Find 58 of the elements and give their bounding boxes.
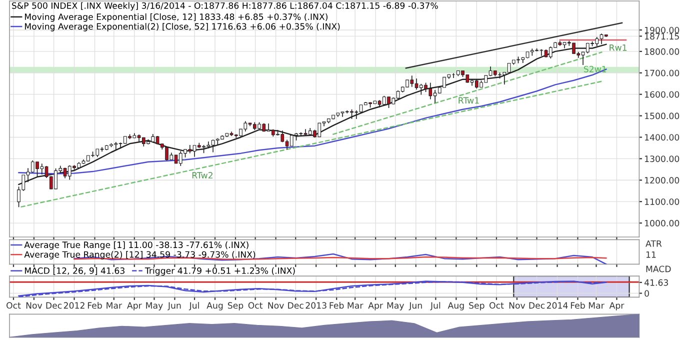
x-tick-label: Nov: [268, 302, 284, 309]
y-tick-label: 1871.15: [645, 33, 679, 40]
legend-label: Average True Range [1] 11.00 -38.13 -77.61% (.INX): [24, 241, 248, 250]
x-tick-label: 2012: [64, 302, 84, 309]
x-tick-label: Dec: [529, 302, 545, 309]
x-tick-label: Dec: [46, 302, 62, 309]
y-tick-label: 1400.00: [645, 134, 680, 141]
legend-label: Moving Average Exponential(2) [Close, 52] 1716.63 +6.06 +0.35% (.INX): [25, 22, 340, 32]
annotation: Rw1: [610, 44, 627, 51]
x-tick-label: Nov: [26, 302, 42, 309]
x-tick-label: Oct: [248, 302, 263, 309]
x-tick-label: Apr: [127, 302, 142, 310]
x-tick-label: Dec: [288, 302, 304, 309]
y-tick-label: 1500.00: [645, 112, 680, 120]
y-tick-label: 1600.00: [645, 91, 680, 98]
y-tick-label: 1900.00: [645, 26, 680, 34]
text: ATR: [646, 240, 662, 247]
x-tick-label: May: [146, 302, 163, 310]
x-tick-label: Oct: [6, 302, 21, 309]
chart-title: S&P 500 INDEX [.INX Weekly] 3/16/2014 - O:1877.86 H:1877.86 L:1867.04 C:1871.15 -6.89 -0.37%: [12, 2, 438, 11]
x-tick-label: May: [387, 302, 404, 310]
x-tick-label: 2014: [546, 302, 568, 309]
text: 11: [646, 251, 656, 258]
x-tick-label: Nov: [509, 302, 526, 309]
x-tick-label: Jun: [168, 302, 181, 310]
x-tick-label: Mar: [106, 302, 122, 309]
legend-label: Average True Range(2) [12] 34.59 -3.73 -9.73% (.INX): [24, 251, 256, 260]
x-tick-label: Aug: [206, 302, 223, 310]
x-tick-label: Mar: [348, 302, 364, 309]
y-tick-label: 1800.00: [645, 48, 680, 55]
y-tick-label: 41.63: [644, 279, 668, 286]
x-tick-label: Sep: [469, 302, 484, 310]
y-tick-label: 1000.00: [645, 220, 680, 226]
x-tick-label: Jun: [408, 302, 422, 310]
y-tick-label: 1100.00: [645, 198, 680, 205]
y-tick-label: 1200.00: [645, 177, 680, 184]
x-tick-label: Aug: [448, 302, 464, 310]
x-tick-label: Feb: [570, 302, 585, 309]
x-tick-label: Jul: [188, 302, 199, 310]
y-tick-label: 0: [644, 290, 649, 297]
x-tick-label: Feb: [330, 302, 344, 309]
y-tick-label: 1300.00: [645, 156, 680, 162]
series-label: MACD [12, 26, 9] 41.63: [25, 267, 124, 275]
x-tick-label: Oct: [490, 302, 504, 309]
legend-label: Moving Average Exponential [Close, 12] 1833.48 +6.85 +0.37% (.INX): [25, 13, 328, 22]
x-tick-label: 2013: [306, 302, 326, 309]
text: MACD: [646, 266, 671, 272]
x-tick-label: Sep: [228, 302, 244, 310]
x-tick-label: Mar: [588, 302, 604, 309]
annotation: RTw2: [192, 172, 212, 178]
x-tick-label: Jul: [430, 302, 440, 310]
y-tick-label: 1700.00: [645, 70, 680, 76]
band-label: S2w1: [584, 66, 606, 72]
legend-label: Trigger 41.79 +0.51 +1.23% (.INX): [144, 267, 295, 276]
x-tick-label: Apr: [368, 302, 384, 310]
x-tick-label: Feb: [88, 302, 102, 309]
annotation: RTw1: [458, 97, 479, 104]
x-tick-label: Apr: [609, 302, 624, 310]
